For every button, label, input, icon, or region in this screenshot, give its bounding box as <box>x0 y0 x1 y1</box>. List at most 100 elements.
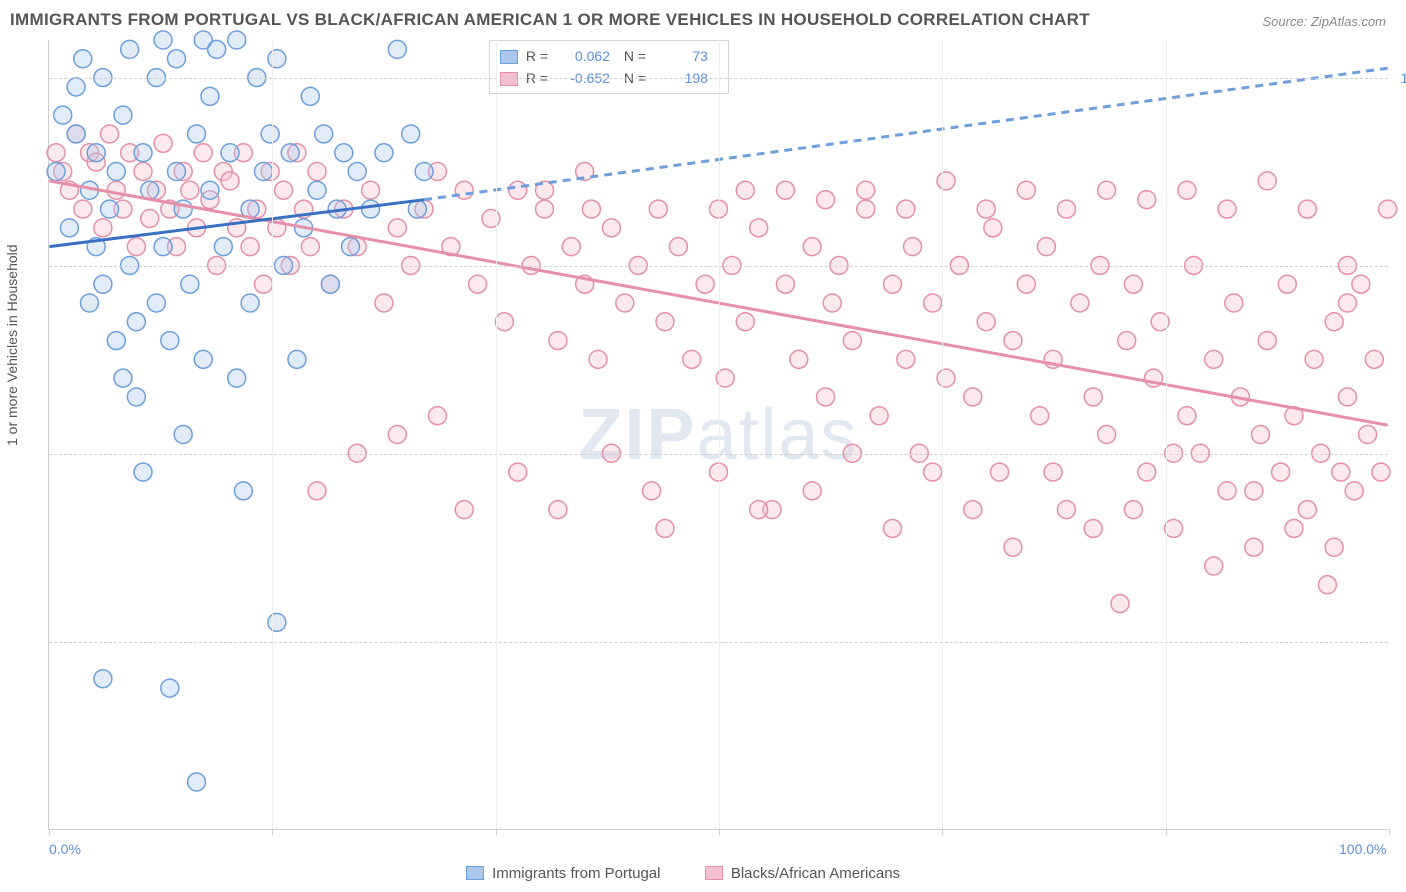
scatter-point <box>1305 350 1323 368</box>
scatter-point <box>228 31 246 49</box>
scatter-point <box>1124 501 1142 519</box>
gridline-v <box>496 40 497 829</box>
scatter-point <box>817 388 835 406</box>
scatter-point <box>241 238 259 256</box>
scatter-point <box>649 200 667 218</box>
scatter-point <box>1359 426 1377 444</box>
scatter-point <box>1031 407 1049 425</box>
scatter-point <box>1004 332 1022 350</box>
scatter-point <box>857 200 875 218</box>
scatter-point <box>221 172 239 190</box>
scatter-point <box>736 313 754 331</box>
scatter-point <box>656 313 674 331</box>
scatter-point <box>455 181 473 199</box>
scatter-point <box>194 144 212 162</box>
scatter-point <box>154 134 172 152</box>
scatter-point <box>141 209 159 227</box>
scatter-point <box>1138 191 1156 209</box>
y-axis-label: 1 or more Vehicles in Household <box>4 244 20 446</box>
scatter-point <box>261 125 279 143</box>
scatter-point <box>1218 482 1236 500</box>
scatter-point <box>589 350 607 368</box>
scatter-point <box>234 482 252 500</box>
x-tick-label: 100.0% <box>1339 841 1386 857</box>
scatter-point <box>1124 275 1142 293</box>
scatter-point <box>67 78 85 96</box>
gridline-v <box>272 40 273 829</box>
scatter-point <box>964 388 982 406</box>
source-attribution: Source: ZipAtlas.com <box>1262 14 1386 29</box>
scatter-point <box>1339 388 1357 406</box>
scatter-point <box>167 50 185 68</box>
scatter-point <box>776 181 794 199</box>
scatter-point <box>897 200 915 218</box>
scatter-point <box>883 519 901 537</box>
scatter-point <box>1084 519 1102 537</box>
scatter-point <box>616 294 634 312</box>
scatter-point <box>228 369 246 387</box>
scatter-point <box>134 463 152 481</box>
scatter-point <box>94 670 112 688</box>
scatter-point <box>101 200 119 218</box>
scatter-point <box>94 275 112 293</box>
scatter-point <box>643 482 661 500</box>
scatter-point <box>388 219 406 237</box>
scatter-point <box>1278 275 1296 293</box>
bottom-label-portugal: Immigrants from Portugal <box>492 865 660 882</box>
plot-area: ZIPatlas R = 0.062 N = 73 R = -0.652 N =… <box>48 40 1388 830</box>
scatter-point <box>81 294 99 312</box>
scatter-point <box>1057 501 1075 519</box>
scatter-point <box>1325 538 1343 556</box>
x-tick <box>1166 829 1167 835</box>
bottom-swatch-black <box>705 866 723 880</box>
scatter-point <box>254 163 272 181</box>
scatter-point <box>1352 275 1370 293</box>
x-tick <box>719 829 720 835</box>
scatter-point <box>161 332 179 350</box>
scatter-point <box>94 219 112 237</box>
scatter-point <box>549 332 567 350</box>
scatter-point <box>74 200 92 218</box>
scatter-point <box>469 275 487 293</box>
scatter-point <box>208 40 226 58</box>
scatter-point <box>74 50 92 68</box>
x-tick <box>496 829 497 835</box>
scatter-point <box>214 238 232 256</box>
scatter-point <box>134 163 152 181</box>
scatter-point <box>362 200 380 218</box>
scatter-point <box>308 163 326 181</box>
scatter-point <box>964 501 982 519</box>
scatter-point <box>1084 388 1102 406</box>
scatter-point <box>495 313 513 331</box>
scatter-point <box>101 125 119 143</box>
x-tick <box>1389 829 1390 835</box>
scatter-point <box>1298 200 1316 218</box>
scatter-point <box>167 163 185 181</box>
scatter-point <box>415 163 433 181</box>
scatter-point <box>201 87 219 105</box>
scatter-point <box>1178 181 1196 199</box>
scatter-point <box>341 238 359 256</box>
scatter-point <box>54 106 72 124</box>
scatter-point <box>857 181 875 199</box>
scatter-point <box>1379 200 1397 218</box>
scatter-point <box>281 144 299 162</box>
bottom-swatch-portugal <box>466 866 484 880</box>
scatter-point <box>1332 463 1350 481</box>
scatter-point <box>455 501 473 519</box>
scatter-point <box>904 238 922 256</box>
scatter-point <box>991 463 1009 481</box>
scatter-point <box>536 200 554 218</box>
scatter-point <box>1318 576 1336 594</box>
scatter-point <box>1138 463 1156 481</box>
scatter-point <box>107 181 125 199</box>
scatter-point <box>301 87 319 105</box>
scatter-point <box>181 181 199 199</box>
scatter-point <box>241 294 259 312</box>
scatter-point <box>268 50 286 68</box>
trend-line <box>424 68 1388 200</box>
scatter-point <box>776 275 794 293</box>
scatter-point <box>315 125 333 143</box>
scatter-point <box>1272 463 1290 481</box>
scatter-point <box>114 106 132 124</box>
